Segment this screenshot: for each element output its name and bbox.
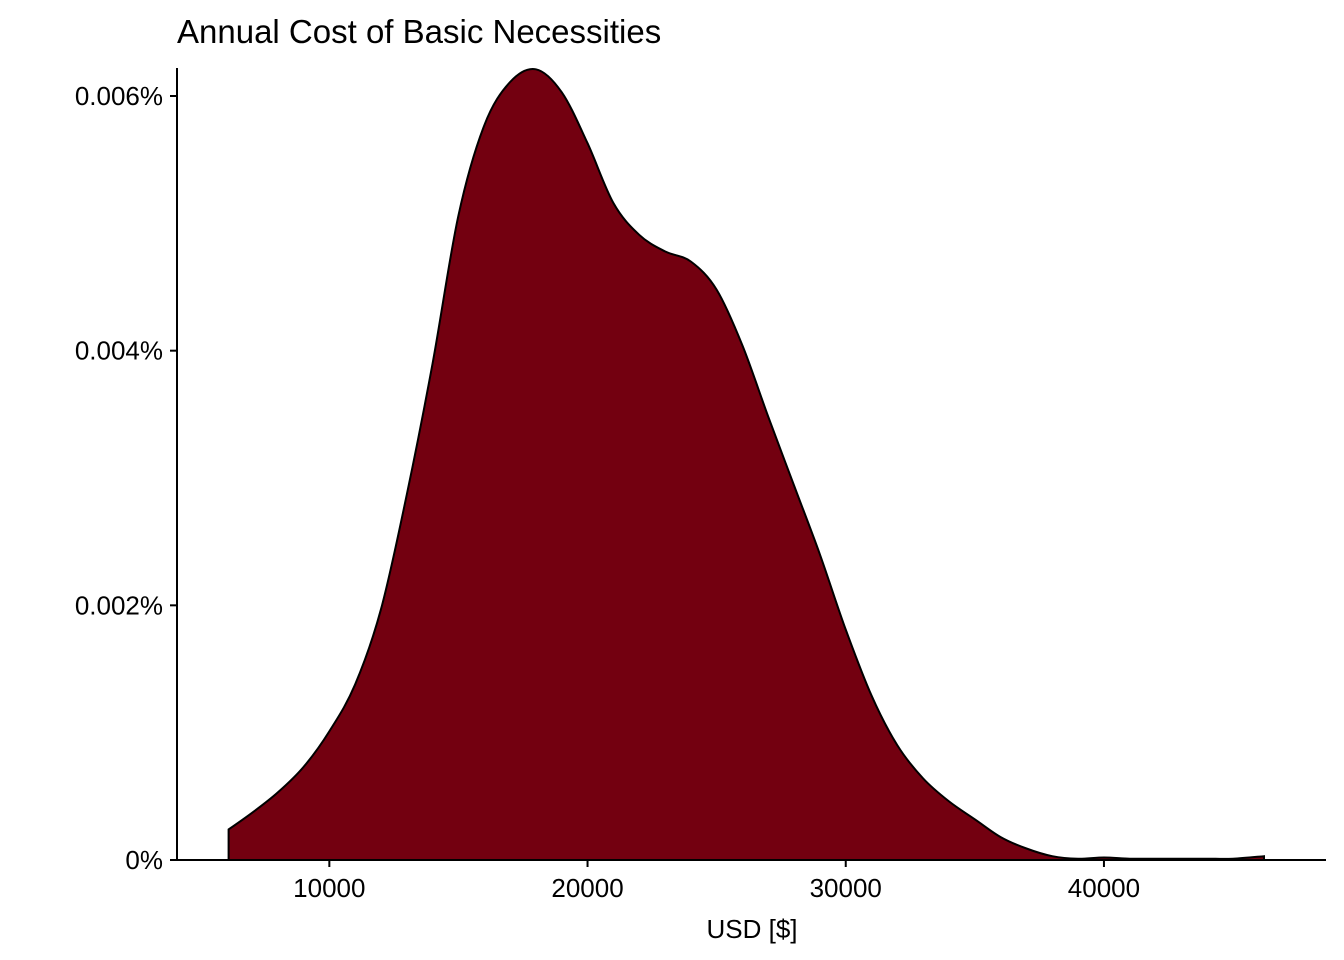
y-tick-label: 0.004% [75,336,163,366]
x-tick-label: 20000 [551,873,623,903]
x-axis-ticks: 10000 20000 30000 40000 [293,860,1140,903]
x-tick-label: 10000 [293,873,365,903]
x-axis-label: USD [$] [706,914,797,944]
y-tick-label: 0.006% [75,81,163,111]
y-tick-label: 0% [125,845,163,875]
chart-title: Annual Cost of Basic Necessities [177,13,661,50]
y-axis-ticks: 0% 0.002% 0.004% 0.006% [75,81,177,875]
x-tick-label: 30000 [810,873,882,903]
density-area [227,67,1265,861]
x-tick-label: 40000 [1068,873,1140,903]
y-tick-label: 0.002% [75,590,163,620]
